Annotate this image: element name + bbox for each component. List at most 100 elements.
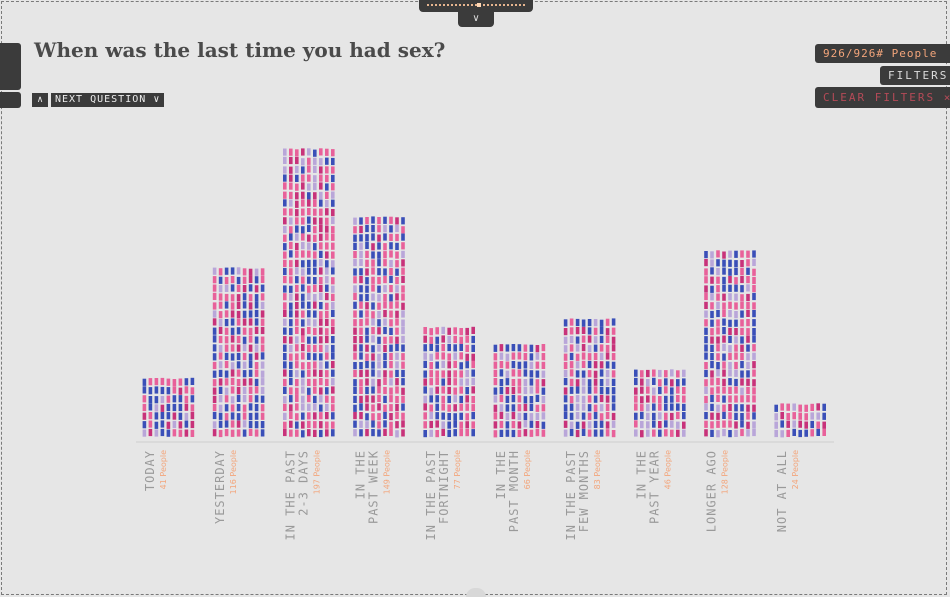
person-mark <box>307 395 311 403</box>
person-mark <box>401 369 405 378</box>
person-mark <box>816 428 820 436</box>
person-mark <box>517 404 522 412</box>
person-mark <box>154 378 159 386</box>
person-mark <box>359 268 363 276</box>
bottom-handle[interactable] <box>466 588 486 597</box>
person-mark <box>224 310 229 318</box>
bar-7[interactable] <box>633 369 687 438</box>
person-mark <box>148 396 153 404</box>
person-mark <box>517 421 522 429</box>
person-mark <box>722 318 726 326</box>
person-mark <box>313 183 317 191</box>
person-mark <box>371 225 375 233</box>
person-mark <box>523 412 528 421</box>
person-mark <box>313 378 317 386</box>
person-mark <box>353 412 357 420</box>
previous-question-button[interactable]: ∧ <box>32 93 48 107</box>
person-mark <box>611 395 616 403</box>
bar-4[interactable] <box>423 324 477 438</box>
person-mark <box>535 352 540 360</box>
person-mark <box>383 216 387 224</box>
person-mark <box>218 429 223 438</box>
person-mark <box>529 370 534 378</box>
person-mark <box>301 260 305 268</box>
person-mark <box>529 403 534 411</box>
bar-5[interactable] <box>493 340 547 438</box>
person-mark <box>734 311 738 319</box>
person-mark <box>224 277 229 285</box>
person-mark <box>740 387 744 395</box>
person-mark <box>218 311 223 319</box>
collapse-button[interactable]: ∨ <box>458 12 494 27</box>
person-mark <box>822 428 826 436</box>
person-mark <box>236 413 241 421</box>
person-mark <box>517 395 522 403</box>
person-mark <box>254 395 259 403</box>
person-mark <box>142 421 147 429</box>
bar-6[interactable] <box>563 315 617 438</box>
person-mark <box>529 413 534 421</box>
bar-0[interactable] <box>142 377 196 438</box>
person-mark <box>459 352 463 360</box>
person-mark <box>459 412 463 420</box>
person-mark <box>459 395 463 403</box>
person-mark <box>599 404 604 412</box>
person-mark <box>295 387 299 395</box>
bar-1[interactable] <box>212 266 266 438</box>
person-mark <box>581 403 586 411</box>
person-mark <box>563 378 568 386</box>
person-mark <box>471 429 475 437</box>
person-mark <box>581 421 586 429</box>
person-mark <box>746 250 750 258</box>
person-mark <box>401 267 405 275</box>
person-mark <box>325 233 329 241</box>
person-mark <box>511 404 516 412</box>
person-mark <box>353 217 357 225</box>
person-mark <box>593 412 598 420</box>
person-mark <box>319 311 323 319</box>
person-mark <box>441 370 445 378</box>
person-mark <box>190 420 195 429</box>
person-mark <box>389 395 393 403</box>
person-mark <box>283 403 287 411</box>
person-mark <box>716 369 720 377</box>
side-panel-handle[interactable] <box>0 43 21 90</box>
person-mark <box>429 353 433 361</box>
person-mark <box>148 403 153 411</box>
question-progress-tab[interactable] <box>419 0 533 12</box>
clear-filters-button[interactable]: CLEAR FILTERS × <box>815 87 950 108</box>
filters-button[interactable]: FILTERS <box>880 66 950 85</box>
person-mark <box>260 344 265 352</box>
person-mark <box>453 420 457 428</box>
person-mark <box>313 234 317 242</box>
person-mark <box>752 369 756 377</box>
person-mark <box>319 404 323 412</box>
person-mark <box>704 362 708 370</box>
person-mark <box>389 421 393 429</box>
person-mark <box>230 386 235 394</box>
next-question-button[interactable]: NEXT QUESTION ∨ <box>51 93 165 107</box>
people-count-badge: 926/926# People <box>815 44 950 63</box>
person-mark <box>605 387 610 395</box>
person-mark <box>325 387 329 395</box>
person-mark <box>377 276 381 285</box>
person-mark <box>218 404 223 412</box>
bar-8[interactable] <box>704 249 758 438</box>
person-mark <box>377 259 381 267</box>
bar-3[interactable] <box>353 216 407 438</box>
person-mark <box>313 369 317 377</box>
person-mark <box>319 318 323 326</box>
people-count-label: 66 People <box>523 450 532 489</box>
person-mark <box>248 284 253 292</box>
bar-9[interactable] <box>774 402 828 438</box>
person-mark <box>325 157 329 165</box>
person-mark <box>401 395 405 403</box>
side-panel-handle-small[interactable] <box>0 92 21 108</box>
person-mark <box>283 267 287 276</box>
person-mark <box>810 412 814 420</box>
person-mark <box>517 386 522 394</box>
bar-2[interactable] <box>282 146 336 438</box>
person-mark <box>395 293 399 301</box>
person-mark <box>142 378 147 386</box>
person-mark <box>359 242 363 250</box>
